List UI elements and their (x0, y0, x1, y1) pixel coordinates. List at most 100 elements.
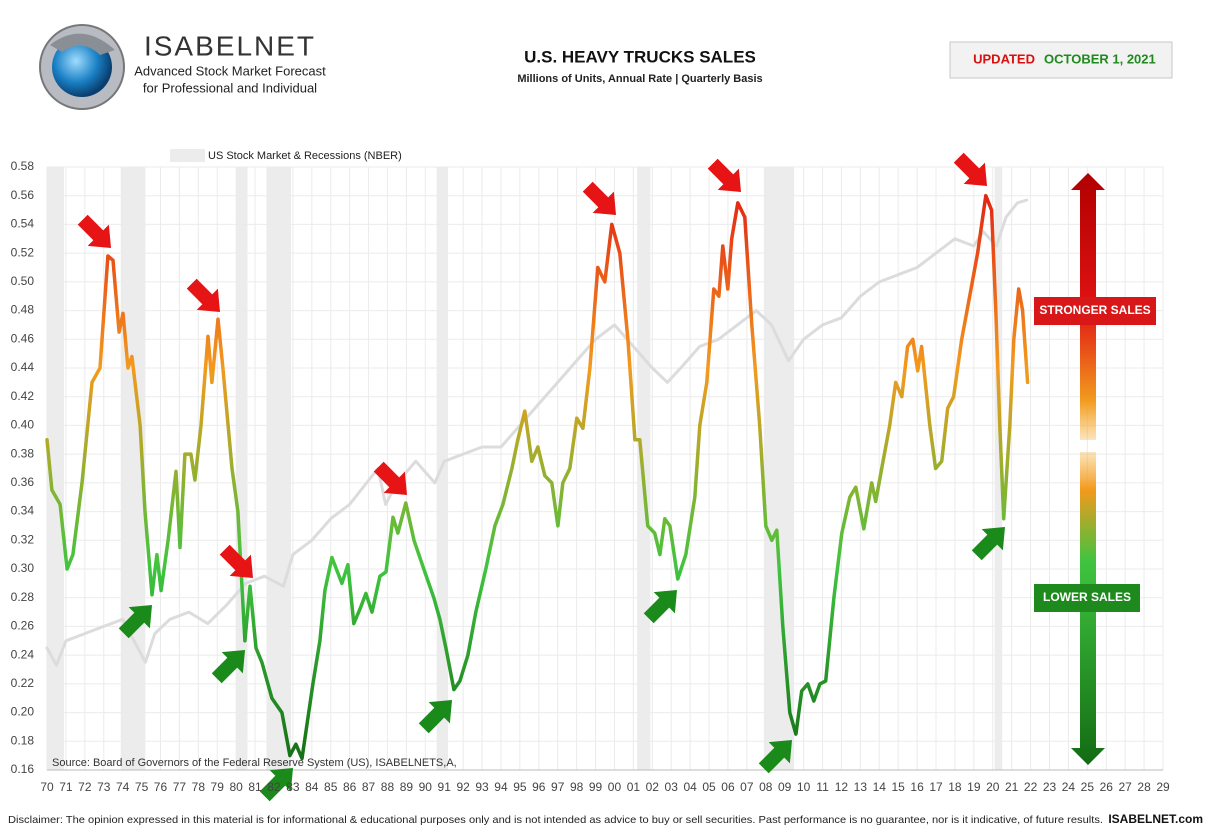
truck-sales-line (45, 193, 1030, 761)
plot-area (45, 166, 1164, 771)
y-tick-label: 0.42 (11, 389, 35, 403)
peak-arrow (77, 214, 111, 248)
y-tick-label: 0.28 (11, 590, 35, 604)
x-tick-label: 85 (324, 780, 338, 794)
site: ISABELNET.com (1108, 812, 1203, 826)
y-tick-label: 0.26 (11, 619, 35, 633)
x-tick-label: 81 (248, 780, 262, 794)
x-tick-label: 77 (173, 780, 187, 794)
y-tick-label: 0.48 (11, 303, 35, 317)
brand: ISABELNET (144, 30, 316, 61)
logo (39, 24, 125, 110)
high-box (1034, 297, 1156, 325)
source: Source: Board of Governors of the Federa… (52, 757, 457, 769)
y-tick-label: 0.16 (11, 762, 35, 776)
updated-date: OCTOBER 1, 2021 (1044, 51, 1156, 66)
x-tick-label: 18 (948, 780, 962, 794)
x-tick-label: 96 (532, 780, 546, 794)
y-tick-label: 0.24 (11, 647, 35, 661)
trough-arrow (643, 590, 677, 624)
y-tick-label: 0.30 (11, 561, 35, 575)
x-tick-label: 71 (59, 780, 73, 794)
low-label: LOWER SALES (1043, 590, 1131, 604)
x-tick-label: 88 (381, 780, 395, 794)
x-tick-label: 29 (1156, 780, 1170, 794)
x-tick-label: 70 (40, 780, 54, 794)
x-tick-label: 26 (1100, 780, 1114, 794)
x-tick-label: 99 (589, 780, 603, 794)
y-tick-label: 0.22 (11, 676, 35, 690)
x-tick-label: 86 (343, 780, 357, 794)
trough-arrow (971, 527, 1005, 561)
x-tick-label: 72 (78, 780, 92, 794)
y-tick-label: 0.56 (11, 188, 35, 202)
x-tick-label: 92 (456, 780, 470, 794)
y-tick-label: 0.18 (11, 733, 35, 747)
y-tick-label: 0.50 (11, 274, 35, 288)
x-tick-label: 00 (608, 780, 622, 794)
x-tick-label: 90 (419, 780, 433, 794)
x-tick-label: 94 (494, 780, 508, 794)
x-tick-label: 74 (116, 780, 130, 794)
x-tick-label: 83 (286, 780, 300, 794)
x-tick-label: 28 (1137, 780, 1151, 794)
disclaimer: Disclaimer: The opinion expressed in thi… (8, 814, 1103, 826)
x-tick-label: 80 (229, 780, 243, 794)
x-tick-label: 10 (797, 780, 811, 794)
x-tick-label: 89 (400, 780, 414, 794)
x-tick-label: 78 (192, 780, 206, 794)
x-tick-label: 95 (513, 780, 527, 794)
x-tick-label: 25 (1081, 780, 1095, 794)
x-tick-label: 08 (759, 780, 773, 794)
x-tick-label: 07 (740, 780, 754, 794)
trough-arrow (418, 700, 452, 734)
x-tick-label: 01 (627, 780, 641, 794)
x-tick-label: 17 (929, 780, 943, 794)
y-tick-label: 0.20 (11, 705, 35, 719)
x-tick-label: 97 (551, 780, 565, 794)
x-tick-label: 03 (665, 780, 679, 794)
high-label: STRONGER SALES (1039, 303, 1150, 317)
x-tick-label: 11 (816, 780, 829, 794)
x-tick-label: 06 (721, 780, 735, 794)
x-tick-label: 27 (1118, 780, 1132, 794)
x-tick-label: 93 (475, 780, 489, 794)
x-tick-label: 73 (97, 780, 111, 794)
tagline: for Professional and Individual (143, 80, 317, 95)
chart-subtitle: Millions of Units, Annual Rate | Quarter… (517, 73, 762, 85)
legend-label: US Stock Market & Recessions (NBER) (208, 150, 402, 162)
x-tick-label: 76 (154, 780, 168, 794)
updated-label: UPDATED (973, 51, 1035, 66)
x-tick-label: 75 (135, 780, 149, 794)
recession-band (266, 167, 292, 770)
x-tick-label: 05 (702, 780, 716, 794)
tagline: Advanced Stock Market Forecast (134, 63, 326, 78)
x-tick-label: 09 (778, 780, 792, 794)
x-tick-label: 15 (892, 780, 906, 794)
trough-arrow (758, 740, 792, 774)
peak-arrow (953, 152, 987, 186)
x-tick-label: 87 (362, 780, 376, 794)
peak-arrow (186, 278, 220, 312)
recession-band (47, 167, 65, 770)
y-tick-label: 0.46 (11, 331, 35, 345)
x-tick-label: 91 (438, 780, 452, 794)
x-tick-label: 04 (683, 780, 697, 794)
recession-band (236, 167, 248, 770)
y-tick-label: 0.32 (11, 532, 35, 546)
peak-arrow (219, 544, 253, 578)
recession-band (994, 167, 1003, 770)
peak-arrow (707, 158, 741, 192)
x-tick-label: 98 (570, 780, 584, 794)
y-tick-label: 0.36 (11, 475, 35, 489)
x-tick-label: 20 (986, 780, 1000, 794)
peak-arrow (582, 181, 616, 215)
low-box (1034, 584, 1140, 612)
x-tick-label: 12 (835, 780, 849, 794)
trough-arrow (118, 605, 152, 639)
x-tick-label: 13 (854, 780, 868, 794)
y-tick-label: 0.52 (11, 245, 35, 259)
y-tick-label: 0.38 (11, 446, 35, 460)
peak-arrow (373, 461, 407, 495)
